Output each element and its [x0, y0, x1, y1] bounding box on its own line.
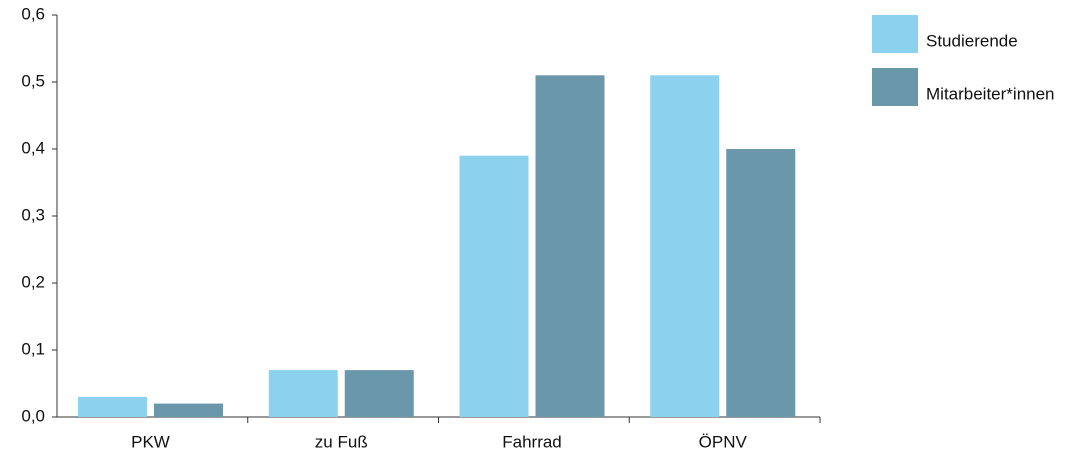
legend-label: Mitarbeiter*innen [926, 84, 1055, 103]
x-tick-label: zu Fuß [315, 432, 368, 451]
bar [154, 403, 223, 417]
y-tick-label: 0,0 [21, 406, 45, 425]
y-tick-label: 0,1 [21, 339, 45, 358]
legend-swatch [872, 68, 918, 106]
bar [344, 370, 414, 417]
legend-label: Studierende [926, 31, 1018, 50]
bar [726, 149, 796, 417]
bar [78, 396, 147, 417]
y-tick-label: 0,6 [21, 4, 45, 23]
bar [650, 75, 720, 418]
bar [535, 75, 605, 418]
y-tick-label: 0,4 [21, 138, 45, 157]
bar [459, 155, 529, 417]
y-tick-label: 0,3 [21, 205, 45, 224]
y-tick-label: 0,2 [21, 272, 45, 291]
x-tick-label: PKW [131, 432, 170, 451]
bar [268, 370, 338, 417]
legend-swatch [872, 15, 918, 53]
y-tick-label: 0,5 [21, 71, 45, 90]
x-tick-label: ÖPNV [699, 432, 748, 451]
x-tick-label: Fahrrad [502, 432, 562, 451]
